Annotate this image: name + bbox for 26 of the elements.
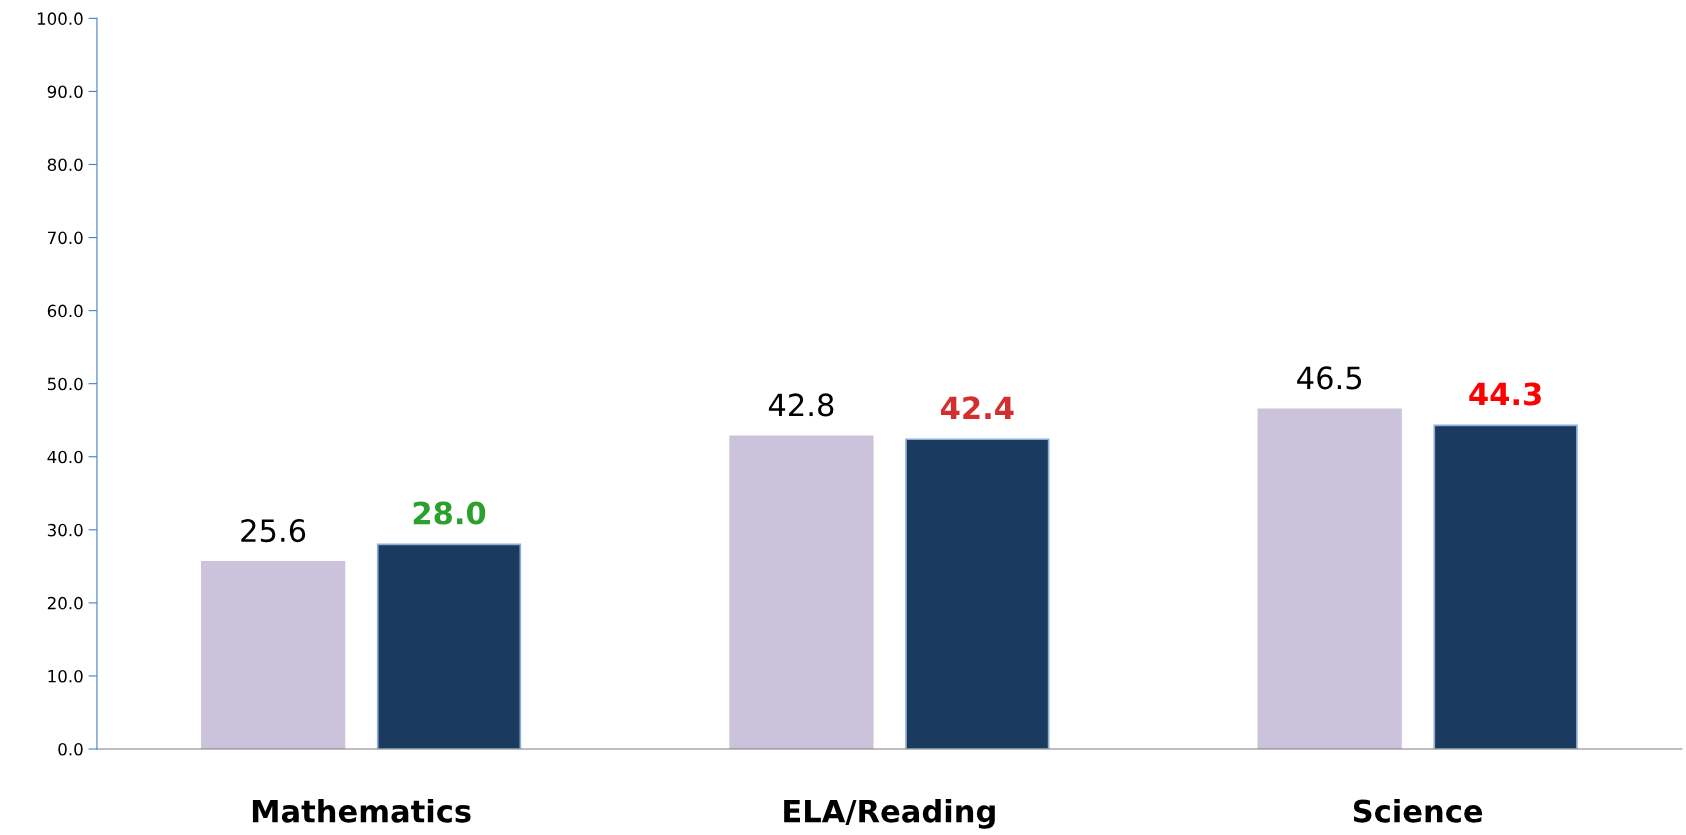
bar <box>729 435 874 749</box>
y-tick-label: 50.0 <box>47 377 83 391</box>
data-label: 25.6 <box>241 519 306 543</box>
bar <box>376 543 522 749</box>
bar <box>1433 424 1578 749</box>
bar <box>1257 408 1402 749</box>
x-tick-label: Science <box>1353 798 1483 823</box>
x-tick-label: Mathematics <box>252 798 471 823</box>
data-label: 28.0 <box>413 501 486 525</box>
y-tick-label: 70.0 <box>48 231 83 245</box>
data-label: 44.3 <box>1469 382 1541 406</box>
y-tick-label: 40.0 <box>47 450 83 464</box>
y-tick-label: 20.0 <box>47 596 83 610</box>
data-label: 42.8 <box>768 393 834 417</box>
data-label: 42.4 <box>941 396 1014 419</box>
bar <box>200 561 346 749</box>
bar <box>905 438 1050 749</box>
data-label: 46.5 <box>1297 366 1362 390</box>
y-tick-label: 0.0 <box>58 742 83 756</box>
y-tick-label: 30.0 <box>47 523 83 537</box>
y-tick-label: 90.0 <box>47 85 83 98</box>
y-tick-label: 80.0 <box>47 158 83 172</box>
y-tick-label: 60.0 <box>47 304 83 318</box>
x-tick-label: ELA/Reading <box>784 798 995 829</box>
y-tick-label: 10.0 <box>48 669 83 683</box>
y-tick-label: 100.0 <box>37 12 83 25</box>
